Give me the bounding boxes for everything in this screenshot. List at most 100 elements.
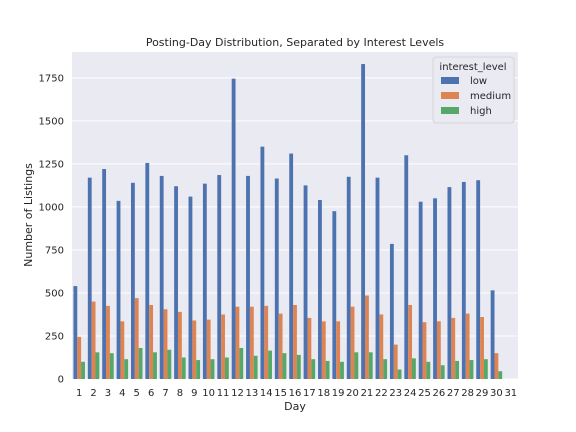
bar-high	[469, 360, 474, 379]
bar-medium	[206, 319, 211, 379]
legend-box	[432, 56, 515, 124]
bar-medium	[422, 322, 427, 379]
bar-high	[81, 361, 85, 379]
bar-medium	[350, 306, 355, 379]
bar-high	[224, 357, 229, 379]
x-tick-labels: 1 2 3 4 5 6 7 8 9 10 11 12 13 14 15 16 17 18 19 20 21 22 23 24 2…	[76, 388, 517, 399]
bar-medium	[264, 305, 269, 379]
bar-low	[404, 155, 409, 379]
bar-low	[130, 182, 135, 379]
bar-medium	[307, 317, 312, 379]
x-tick-label: 6	[148, 388, 154, 399]
x-tick-label: 16	[289, 388, 302, 399]
bar-low	[188, 196, 193, 379]
bar-high	[167, 349, 172, 379]
bar-high	[210, 359, 215, 379]
bar-low	[116, 200, 121, 379]
bar-medium	[321, 321, 326, 379]
bar-high	[196, 360, 201, 379]
legend: interest_level low medium high	[432, 56, 515, 124]
bar-low	[303, 185, 308, 379]
x-tick-label: 9	[191, 388, 197, 399]
x-tick-label: 23	[389, 388, 402, 399]
bar-low	[231, 78, 236, 379]
bar-low	[346, 176, 351, 379]
bar-high	[412, 358, 416, 379]
bar-low	[490, 290, 495, 379]
bar-low	[260, 146, 265, 379]
y-tick-label: 500	[45, 288, 64, 299]
y-tick-label: 1000	[39, 202, 64, 213]
x-tick-label: 4	[119, 388, 125, 399]
bar-medium	[149, 304, 154, 379]
bar-medium	[436, 321, 441, 379]
bar-high	[354, 352, 359, 379]
x-tick-label: 1	[76, 388, 82, 399]
x-tick-label: 29	[476, 388, 489, 399]
bar-low	[361, 64, 366, 380]
bar-low	[418, 201, 423, 379]
x-tick-label: 22	[375, 388, 388, 399]
x-tick-label: 31	[504, 388, 517, 399]
y-tick-label: 1250	[39, 159, 64, 170]
bar-low	[202, 183, 207, 379]
bar-high	[239, 348, 244, 379]
bar-low	[447, 187, 452, 379]
bar-high	[109, 353, 114, 379]
bar-medium	[379, 314, 384, 379]
x-tick-label: 28	[461, 388, 474, 399]
y-tick-label: 1500	[39, 116, 64, 127]
legend-label-medium: medium	[470, 91, 511, 102]
bar-medium	[163, 309, 168, 379]
bar-medium	[91, 301, 96, 379]
legend-swatch-medium	[441, 92, 459, 99]
bar-low	[289, 153, 294, 379]
bar-high	[483, 359, 488, 379]
bar-medium	[451, 317, 456, 379]
x-tick-label: 17	[303, 388, 316, 399]
bar-low	[332, 211, 337, 379]
legend-label-low: low	[470, 76, 487, 87]
x-tick-label: 11	[217, 388, 230, 399]
bar-low	[87, 177, 92, 379]
bar-medium	[278, 313, 283, 379]
x-tick-label: 25	[418, 388, 431, 399]
bar-low	[461, 181, 466, 379]
bar-medium	[249, 306, 254, 379]
legend-swatch-low	[441, 77, 459, 84]
x-tick-label: 21	[361, 388, 374, 399]
bar-low	[433, 198, 437, 379]
bar-high	[95, 352, 100, 379]
x-tick-label: 18	[317, 388, 330, 399]
bar-medium	[77, 336, 82, 379]
bar-high	[138, 348, 143, 379]
bars	[73, 64, 503, 380]
bar-medium	[465, 313, 470, 379]
bar-high	[426, 361, 431, 379]
x-tick-label: 20	[346, 388, 359, 399]
bar-medium	[235, 306, 240, 379]
bar-low	[476, 180, 481, 379]
bar-medium	[480, 317, 484, 379]
bar-low	[375, 177, 380, 379]
bar-medium	[106, 305, 110, 379]
x-tick-label: 3	[105, 388, 111, 399]
x-tick-label: 27	[447, 388, 460, 399]
bar-low	[73, 286, 78, 379]
bar-low	[246, 175, 250, 379]
x-tick-label: 12	[231, 388, 244, 399]
y-axis-label: Number of Listings	[22, 163, 35, 267]
y-tick-labels: 0 250 500 750 1000 1250 1500 1750	[39, 73, 64, 385]
bar-high	[368, 352, 373, 379]
bar-medium	[293, 304, 297, 379]
bar-low	[389, 243, 394, 379]
y-tick-label: 250	[45, 331, 64, 342]
bar-medium	[336, 321, 341, 379]
x-tick-label: 26	[433, 388, 446, 399]
chart-title: Posting-Day Distribution, Separated by I…	[146, 36, 445, 49]
x-tick-label: 8	[177, 388, 183, 399]
bar-low	[318, 200, 322, 379]
bar-high	[440, 365, 445, 379]
bar-high	[296, 354, 301, 379]
